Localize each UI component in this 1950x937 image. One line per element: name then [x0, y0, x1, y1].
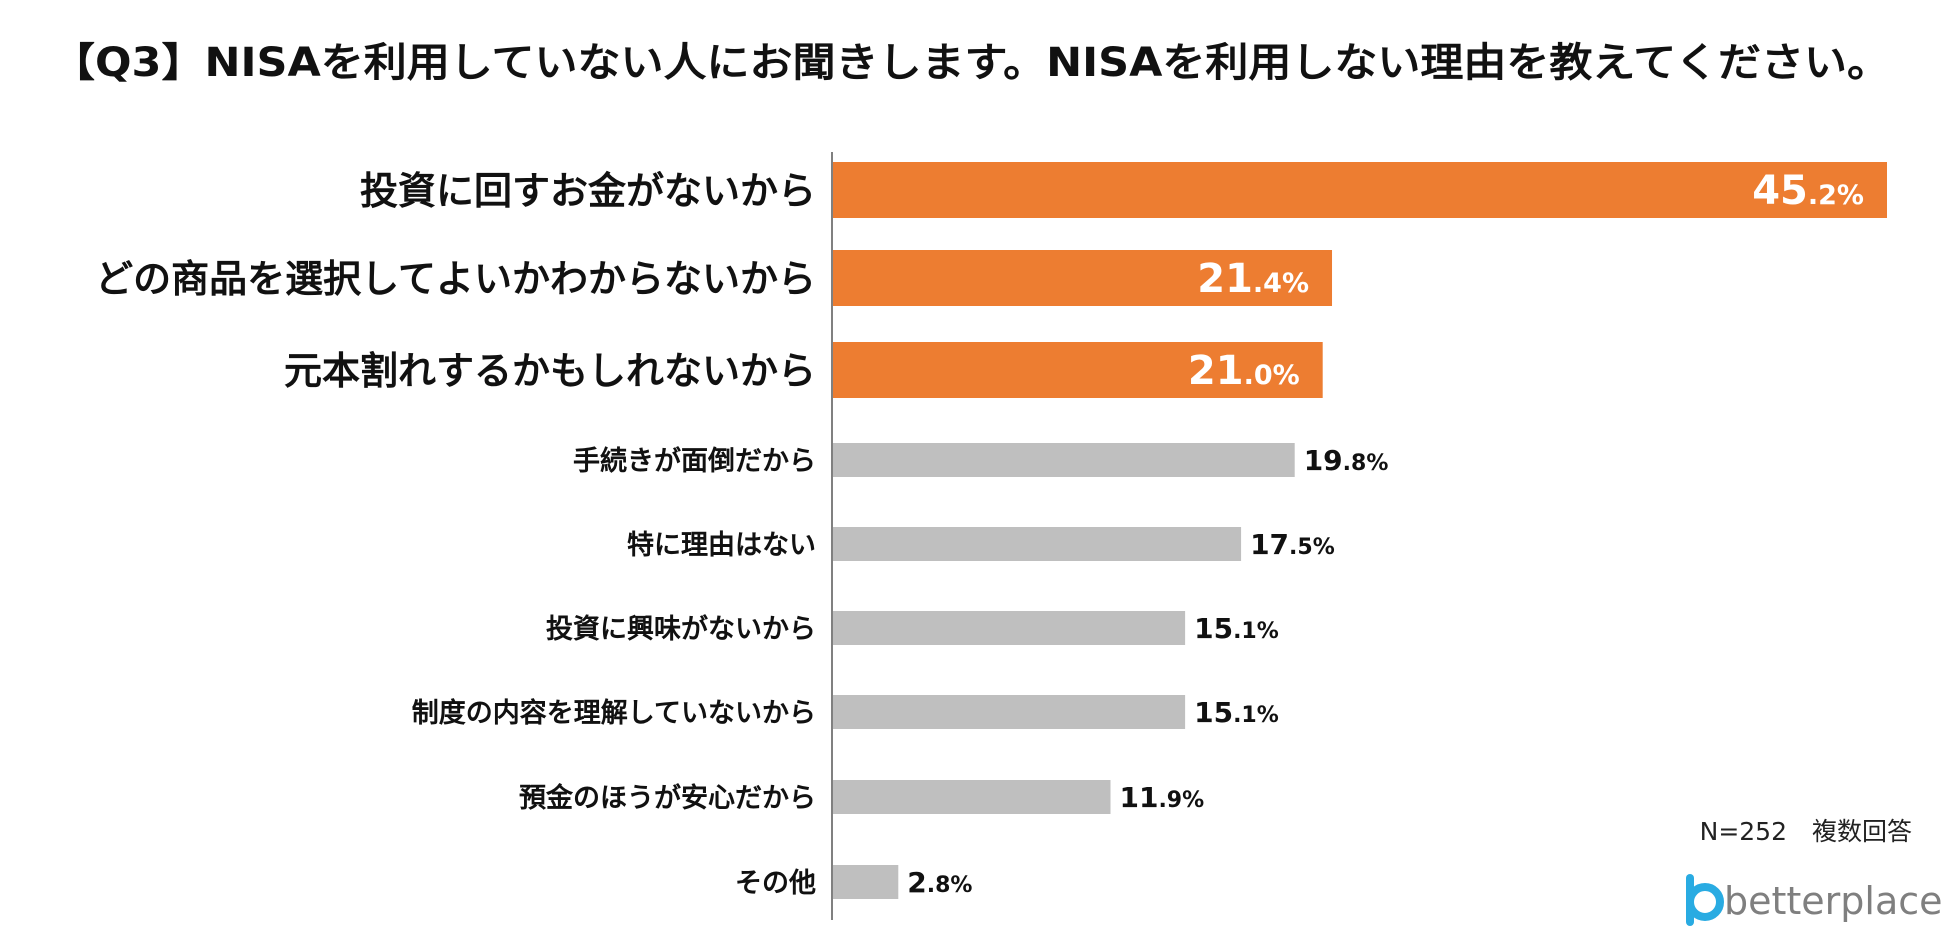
- value-label-7: 15.1%: [1194, 696, 1279, 729]
- value-label-3: 21.0%: [1188, 348, 1300, 394]
- value-label-2: 21.4%: [1197, 256, 1309, 302]
- category-label-3: 元本割れするかもしれないから: [284, 349, 816, 393]
- category-label-2: どの商品を選択してよいかわからないから: [95, 257, 816, 301]
- chart-title: 【Q3】NISAを利用していない人にお聞きします。NISAを利用しない理由を教え…: [52, 40, 1890, 86]
- category-label-1: 投資に回すお金がないから: [360, 169, 816, 213]
- category-label-8: 預金のほうが安心だから: [519, 782, 816, 814]
- bar-8: [833, 780, 1111, 814]
- bar-3: [833, 342, 1323, 398]
- value-label-5: 17.5%: [1250, 528, 1335, 561]
- bar-2: [833, 250, 1333, 306]
- value-label-6: 15.1%: [1194, 612, 1279, 645]
- bar-1: [833, 162, 1887, 218]
- bar-6: [833, 611, 1186, 645]
- betterplace-logo: betterplace: [1686, 874, 1943, 926]
- bar-4: [833, 443, 1295, 477]
- labels-layer: 投資に回すお金がないからどの商品を選択してよいかわからないから元本割れするかもし…: [95, 169, 816, 899]
- value-label-1: 45.2%: [1752, 168, 1864, 214]
- value-label-8: 11.9%: [1119, 781, 1204, 814]
- bar-9: [833, 865, 899, 899]
- sample-size-note: N=252 複数回答: [1700, 817, 1912, 846]
- bars-layer: [833, 162, 1887, 899]
- category-label-9: その他: [735, 868, 816, 899]
- bar-7: [833, 695, 1186, 729]
- logo-wordmark: betterplace: [1724, 879, 1943, 923]
- bar-5: [833, 527, 1242, 561]
- category-label-7: 制度の内容を理解していないから: [412, 697, 816, 729]
- category-label-4: 手続きが面倒だから: [573, 445, 816, 477]
- category-label-6: 投資に興味がないから: [546, 613, 816, 645]
- value-label-4: 19.8%: [1304, 444, 1389, 477]
- b-logo-icon: [1686, 874, 1724, 926]
- category-label-5: 特に理由はない: [627, 530, 816, 561]
- value-label-9: 2.8%: [907, 866, 972, 899]
- values-layer: 45.2% 21.4% 21.0% 19.8% 17.5% 15.1% 15.1% 11.9%…: [907, 168, 1864, 899]
